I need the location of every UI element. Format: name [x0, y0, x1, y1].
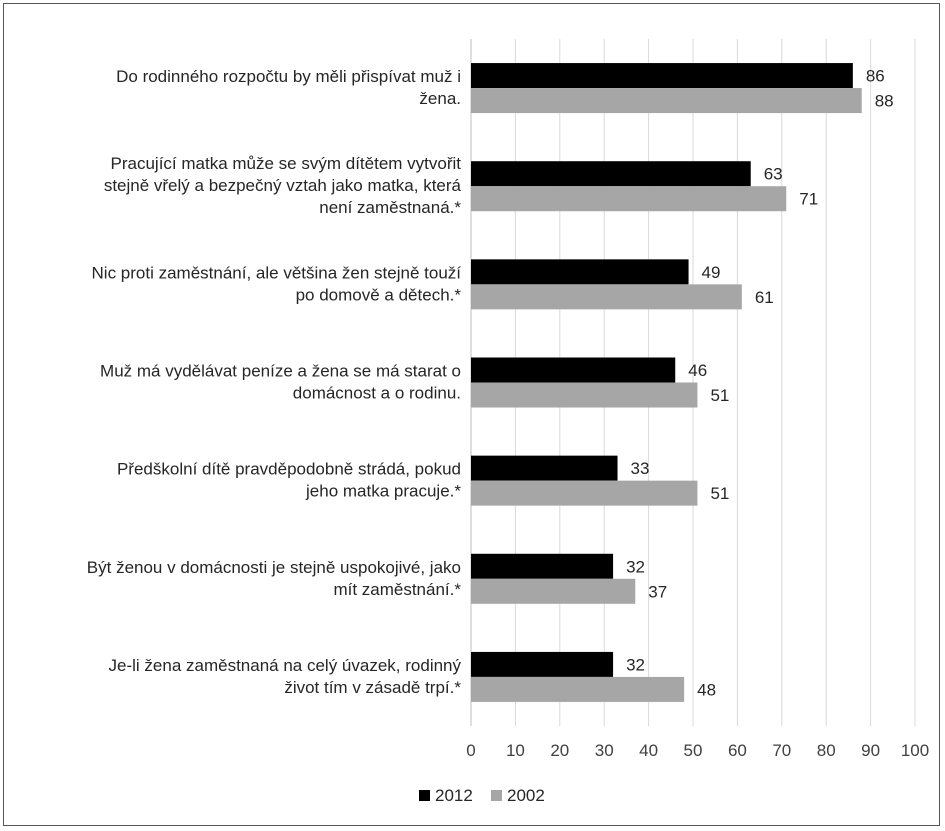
category-label: žena. [419, 89, 461, 108]
bar-2002-0 [471, 88, 862, 114]
category-label: Být ženou v domácnosti je stejně uspokoj… [87, 558, 461, 577]
bar-2012-1 [471, 161, 751, 187]
x-tick-label: 80 [817, 741, 836, 760]
category-labels-group: Do rodinného rozpočtu by měli přispívat … [87, 67, 462, 697]
x-tick-label: 0 [466, 741, 475, 760]
category-label: Předškolní dítě pravděpodobně strádá, po… [117, 460, 461, 479]
data-label-2012-0: 86 [866, 67, 885, 86]
category-label: mít zaměstnání.* [333, 580, 461, 599]
bar-2002-2 [471, 284, 742, 310]
bar-2012-2 [471, 259, 689, 285]
legend: 2012 2002 [419, 786, 545, 805]
data-label-2002-4: 51 [710, 484, 729, 503]
data-label-2012-5: 32 [626, 557, 645, 576]
bar-2012-0 [471, 63, 853, 89]
data-label-2012-4: 33 [631, 459, 650, 478]
bar-2002-6 [471, 676, 685, 702]
data-label-2002-2: 61 [755, 288, 774, 307]
category-label: Je-li žena zaměstnaná na celý úvazek, ro… [109, 656, 462, 675]
data-label-2002-5: 37 [648, 582, 667, 601]
bars-group [471, 63, 862, 702]
data-label-2012-3: 46 [688, 361, 707, 380]
bar-2002-4 [471, 480, 698, 506]
x-tick-label: 70 [772, 741, 791, 760]
category-label: život tím v zásadě trpí.* [284, 678, 461, 697]
category-label: Nic proti zaměstnání, ale většina žen st… [92, 263, 462, 282]
x-tick-label: 10 [506, 741, 525, 760]
x-tick-label: 60 [728, 741, 747, 760]
bar-2002-5 [471, 578, 636, 604]
bar-2012-5 [471, 553, 614, 579]
category-label: jeho matka pracuje.* [305, 482, 461, 501]
data-label-2002-1: 71 [799, 190, 818, 209]
data-label-2012-2: 49 [702, 263, 721, 282]
bar-2002-3 [471, 382, 698, 408]
data-label-2012-1: 63 [764, 165, 783, 184]
x-tick-label: 90 [861, 741, 880, 760]
data-label-2002-3: 51 [710, 386, 729, 405]
data-label-2012-6: 32 [626, 655, 645, 674]
x-tick-label: 50 [684, 741, 703, 760]
data-label-2002-6: 48 [697, 680, 716, 699]
category-label: Muž má vydělávat peníze a žena se má sta… [100, 362, 461, 381]
category-label: domácnost a o rodinu. [293, 384, 461, 403]
bar-2002-1 [471, 186, 787, 212]
chart-frame: 86 88 63 71 49 61 46 51 33 51 32 37 32 48 Do rodinnéh… [3, 3, 940, 826]
category-label: Pracující matka může se svým dítětem vyt… [111, 154, 462, 173]
category-label: Do rodinného rozpočtu by měli přispívat … [116, 67, 461, 86]
x-tick-label: 20 [550, 741, 569, 760]
legend-label-2002: 2002 [507, 786, 545, 805]
category-label: stejně vřelý a bezpečný vztah jako matka… [104, 176, 462, 195]
data-label-2002-0: 88 [875, 92, 894, 111]
x-tick-label: 100 [901, 741, 929, 760]
legend-label-2012: 2012 [435, 786, 473, 805]
x-tick-label: 30 [595, 741, 614, 760]
bar-2012-3 [471, 357, 676, 383]
bar-2012-4 [471, 455, 618, 481]
legend-swatch-2012 [419, 790, 430, 801]
legend-swatch-2002 [491, 790, 502, 801]
x-axis-ticks: 0 10 20 30 40 50 60 70 80 90 100 [466, 741, 929, 760]
bar-2012-6 [471, 651, 614, 677]
category-label: po domově a dětech.* [296, 285, 462, 304]
x-tick-label: 40 [639, 741, 658, 760]
category-label: není zaměstnaná.* [319, 198, 461, 217]
